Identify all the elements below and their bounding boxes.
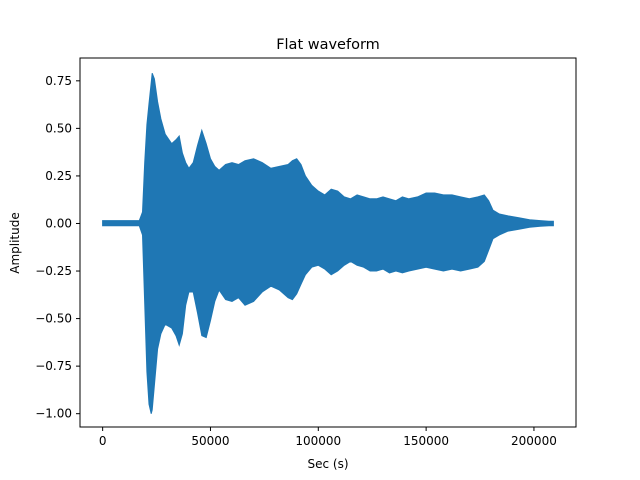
y-axis-label: Amplitude [8, 212, 22, 274]
y-tick-label: −1.00 [35, 407, 72, 421]
y-tick-label: 0.50 [45, 121, 72, 135]
waveform-area [102, 73, 554, 414]
x-tick-label: 150000 [403, 434, 449, 448]
y-tick-label: −0.25 [35, 264, 72, 278]
x-axis: 0 50000 100000 150000 200000 [99, 427, 557, 448]
y-axis: −1.00 −0.75 −0.50 −0.25 0.00 0.25 0.50 0.75 [35, 74, 80, 421]
y-tick-label: −0.75 [35, 359, 72, 373]
x-tick-label: 100000 [295, 434, 341, 448]
y-tick-label: −0.50 [35, 312, 72, 326]
y-tick-label: 0.00 [45, 216, 72, 230]
y-tick-label: 0.25 [45, 169, 72, 183]
y-tick-label: 0.75 [45, 74, 72, 88]
x-tick-label: 50000 [191, 434, 229, 448]
x-tick-label: 200000 [511, 434, 557, 448]
chart-title: Flat waveform [276, 37, 380, 53]
x-axis-label: Sec (s) [307, 457, 348, 471]
plot-area [102, 73, 554, 414]
x-tick-label: 0 [99, 434, 107, 448]
axes-frame [79, 57, 577, 428]
